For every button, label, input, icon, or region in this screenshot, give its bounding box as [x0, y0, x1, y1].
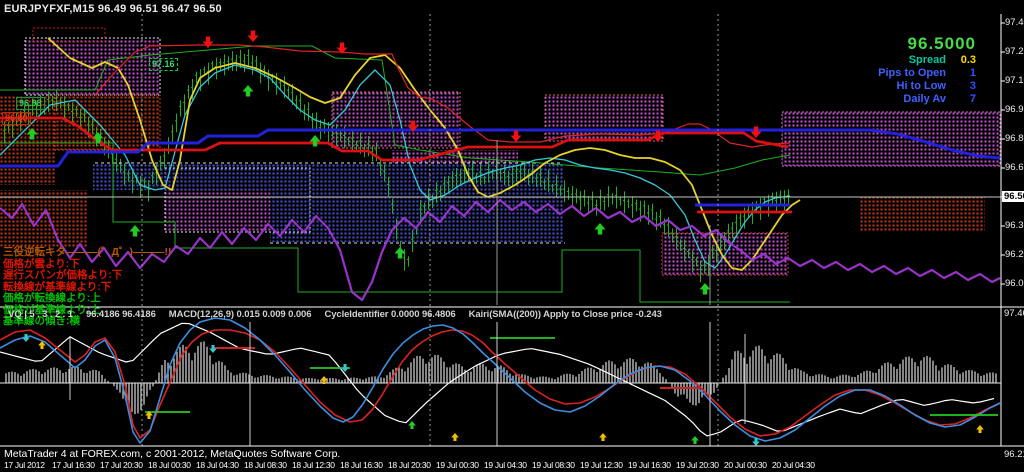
annotation-line: 基準線の傾き:横	[3, 315, 80, 327]
daily-av-value: 7	[969, 93, 976, 105]
annotation-line: 転換線が基準線より:下	[3, 280, 112, 293]
annotation-line: 価格が基準線より:上	[3, 303, 101, 316]
annotation-line: 遅行スパンが価格より:下	[3, 269, 123, 281]
vq-values: 96.4186 96.4186	[85, 309, 156, 320]
price-axis-label: 97.10	[1005, 75, 1024, 86]
annotation-line: 三役逆転キタ―――(゜Д゜)―――!!	[3, 246, 172, 258]
price-axis-label: 96.95	[1005, 104, 1024, 115]
price-axis-label: 96.35	[1005, 220, 1024, 231]
indicator-axis-bottom: 96.2103	[1004, 449, 1024, 460]
time-axis-label: 20 Jul 04:30	[772, 460, 815, 470]
indicator-lines	[0, 14, 1024, 447]
time-axis-label: 17 Jul 16:30	[52, 460, 95, 470]
hi-to-low-label: Hi to Low	[896, 80, 947, 92]
spread-label: Spread	[908, 54, 946, 66]
time-axis[interactable]: 17 Jul 2012 17 Jul 16:30 17 Jul 20:30 18…	[0, 460, 1024, 472]
time-axis-label: 19 Jul 00:30	[436, 460, 479, 470]
pips-to-open-value: 1	[969, 67, 976, 79]
price-axis-label: 96.65	[1005, 162, 1024, 173]
indicator-axis-top: 97.4673	[1004, 308, 1024, 319]
pips-to-open-label: Pips to Open	[878, 67, 946, 79]
status-bar: MetaTrader 4 at FOREX.com, c 2001-2012, …	[4, 447, 341, 460]
kairi-label: Kairi(SMA((200)) Apply to Close price -0…	[468, 309, 662, 320]
annotation-line: 価格が転換線より:上	[3, 292, 101, 304]
time-axis-label: 19 Jul 04:30	[484, 460, 527, 470]
annotation-line: 価格が雲より:下	[3, 257, 80, 270]
time-axis-label: 18 Jul 12:30	[292, 460, 335, 470]
red-price-label: 96.80	[2, 112, 31, 125]
price-axis-label: 97.25	[1005, 46, 1024, 57]
vq-indicator-label: _VQ | 5 . 3 . 2 . 1	[3, 309, 73, 320]
time-axis-label: 17 Jul 20:30	[100, 460, 143, 470]
daily-av-row: Daily Av 7	[878, 93, 976, 106]
signal-arrows	[22, 30, 984, 446]
ichimoku-status-annotations: 三役逆転キタ―――(゜Д゜)―――!! 価格が雲より:下 遅行スパンが価格より:…	[3, 246, 172, 328]
time-axis-label: 20 Jul 00:30	[724, 460, 767, 470]
time-axis-label: 18 Jul 08:30	[244, 460, 287, 470]
hi-to-low-value: 3	[969, 80, 976, 92]
current-price: 96.5000	[907, 34, 976, 53]
daily-av-label: Daily Av	[903, 93, 946, 105]
indicator-histogram	[5, 341, 997, 415]
green-price-label: 96.98	[16, 97, 45, 110]
price-axis-label: 97.40	[1005, 17, 1024, 28]
cycleidentifier-label: CycleIdentifier 0.0000 96.4806	[324, 309, 456, 320]
time-axis-label: 17 Jul 2012	[4, 460, 45, 470]
price-axis-label: 96.80	[1005, 133, 1024, 144]
pips-to-open-row: Pips to Open 1	[878, 67, 976, 80]
time-axis-label: 18 Jul 20:30	[388, 460, 431, 470]
indicator-subwindow-header: _VQ | 5 . 3 . 2 . 1 96.4186 96.4186 MACD(1…	[3, 309, 675, 320]
price-axis-label: 96.05	[1005, 278, 1024, 289]
chart-symbol-title: EURJPYFXF,M15 96.49 96.51 96.47 96.50	[4, 3, 222, 15]
hi-to-low-row: Hi to Low 3	[878, 80, 977, 93]
spread-row: Spread 0.3	[878, 54, 976, 67]
time-axis-label: 18 Jul 00:30	[148, 460, 191, 470]
macd-label: MACD(12,26,9) 0.015 0.009 0.006	[168, 309, 312, 320]
time-axis-label: 19 Jul 12:30	[580, 460, 623, 470]
spread-value: 0.3	[960, 54, 976, 66]
time-axis-label: 19 Jul 20:30	[676, 460, 719, 470]
time-axis-label: 19 Jul 08:30	[532, 460, 575, 470]
time-axis-label: 18 Jul 16:30	[340, 460, 383, 470]
time-axis-label: 19 Jul 16:30	[628, 460, 671, 470]
quote-info-panel: 96.5000 Spread 0.3 Pips to Open 1 Hi to Lo…	[878, 34, 976, 106]
price-axis-label: 96.20	[1005, 249, 1024, 260]
time-axis-label: 18 Jul 04:30	[196, 460, 239, 470]
current-price-tag: 96.50	[1002, 191, 1024, 202]
dashed-price-label: 97.16	[149, 58, 178, 71]
